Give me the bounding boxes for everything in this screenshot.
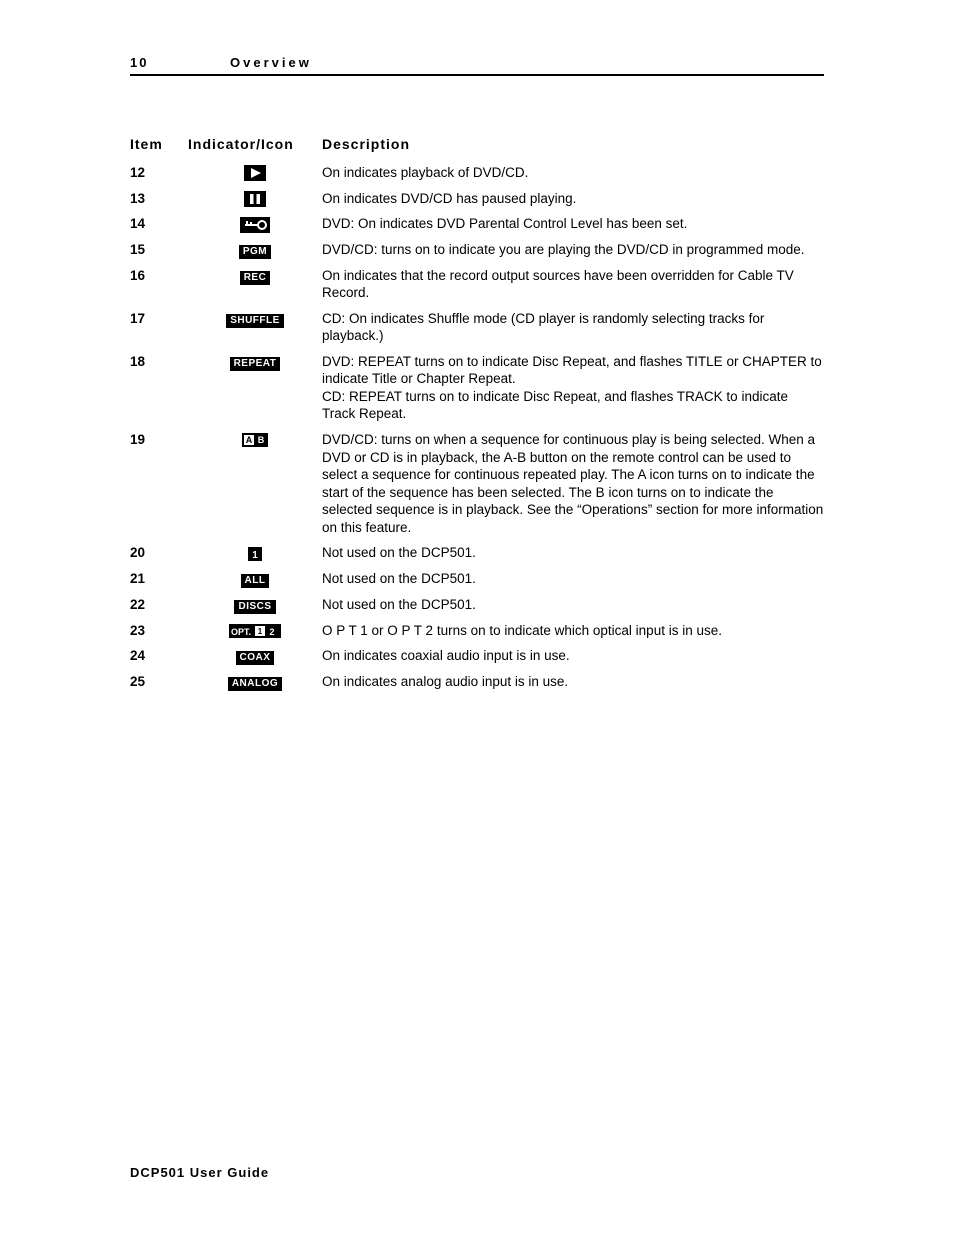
cell-icon: 1 [188,544,322,570]
cell-item: 18 [130,353,188,431]
cell-icon: COAX [188,647,322,673]
cell-description: Not used on the DCP501. [322,596,824,622]
page-number: 10 [130,55,230,70]
label-icon: ANALOG [228,677,282,691]
ab-icon: AB [242,433,268,447]
cell-item: 21 [130,570,188,596]
table-row: 24 COAX On indicates coaxial audio input i… [130,647,824,673]
cell-item: 14 [130,215,188,241]
cell-description: DVD/CD: turns on when a sequence for con… [322,431,824,544]
svg-text:1: 1 [252,550,258,561]
label-icon: COAX [236,651,275,665]
key-icon [240,217,270,233]
cell-icon: AB [188,431,322,544]
table-row: 23 OPT. 12 O P T 1 or O P T 2 turns on to i… [130,622,824,648]
label-icon: REPEAT [230,357,281,371]
cell-icon: DISCS [188,596,322,622]
col-header-description: Description [322,136,824,164]
table-row: 22 DISCS Not used on the DCP501. [130,596,824,622]
label-icon: ALL [241,574,270,588]
cell-icon: OPT. 12 [188,622,322,648]
svg-text:B: B [258,435,265,445]
cell-icon: ALL [188,570,322,596]
table-row: 17 SHUFFLE CD: On indicates Shuffle mode (… [130,310,824,353]
cell-icon: REC [188,267,322,310]
svg-text:2: 2 [269,627,274,637]
svg-text:1: 1 [258,627,263,636]
cell-item: 25 [130,673,188,699]
cell-icon: ANALOG [188,673,322,699]
cell-item: 12 [130,164,188,190]
cell-description: Not used on the DCP501. [322,570,824,596]
cell-item: 17 [130,310,188,353]
cell-description: DVD/CD: turns on to indicate you are pla… [322,241,824,267]
cell-description: DVD: On indicates DVD Parental Control L… [322,215,824,241]
cell-description: CD: On indicates Shuffle mode (CD player… [322,310,824,353]
label-icon: REC [240,271,271,285]
opt-icon: OPT. 12 [229,624,281,638]
cell-description: On indicates that the record output sour… [322,267,824,310]
cell-item: 13 [130,190,188,216]
cell-item: 20 [130,544,188,570]
cell-item: 23 [130,622,188,648]
footer-text: DCP501 User Guide [130,1165,269,1180]
cell-description: Not used on the DCP501. [322,544,824,570]
section-title: Overview [230,55,312,70]
table-header-row: Item Indicator/Icon Description [130,136,824,164]
cell-item: 24 [130,647,188,673]
table-row: 15 PGM DVD/CD: turns on to indicate you ar… [130,241,824,267]
cell-item: 15 [130,241,188,267]
table-row: 25 ANALOG On indicates analog audio input … [130,673,824,699]
table-row: 12 On indicates playback of DVD/CD. [130,164,824,190]
cell-description: On indicates coaxial audio input is in u… [322,647,824,673]
table-row: 20 1 Not used on the DCP501. [130,544,824,570]
cell-icon [188,215,322,241]
table-row: 18 REPEAT DVD: REPEAT turns on to indicate… [130,353,824,431]
col-header-item: Item [130,136,188,164]
table-row: 13 On indicates DVD/CD has paused playing… [130,190,824,216]
label-icon: SHUFFLE [226,314,284,328]
cell-description: On indicates analog audio input is in us… [322,673,824,699]
cell-icon: REPEAT [188,353,322,431]
cell-icon [188,164,322,190]
svg-text:OPT.: OPT. [231,627,251,637]
cell-item: 22 [130,596,188,622]
cell-description: On indicates DVD/CD has paused playing. [322,190,824,216]
one-icon: 1 [248,547,262,561]
cell-description: On indicates playback of DVD/CD. [322,164,824,190]
page-header: 10 Overview [130,55,824,76]
col-header-indicator: Indicator/Icon [188,136,322,164]
cell-description: O P T 1 or O P T 2 turns on to indicate … [322,622,824,648]
table-body: 12On indicates playback of DVD/CD.13On i… [130,164,824,699]
label-icon: DISCS [234,600,275,614]
cell-item: 16 [130,267,188,310]
cell-icon [188,190,322,216]
table-row: 21 ALL Not used on the DCP501. [130,570,824,596]
cell-icon: PGM [188,241,322,267]
cell-description: DVD: REPEAT turns on to indicate Disc Re… [322,353,824,431]
cell-icon: SHUFFLE [188,310,322,353]
svg-text:A: A [246,435,253,445]
cell-item: 19 [130,431,188,544]
table-row: 14 DVD: On indicates DVD Parental Control… [130,215,824,241]
label-icon: PGM [239,245,271,259]
indicator-table: Item Indicator/Icon Description 12On ind… [130,136,824,699]
play-icon [244,165,266,181]
table-row: 19 AB DVD/CD: turns on when a sequence for… [130,431,824,544]
pause-icon [244,191,266,207]
table-row: 16 REC On indicates that the record output… [130,267,824,310]
